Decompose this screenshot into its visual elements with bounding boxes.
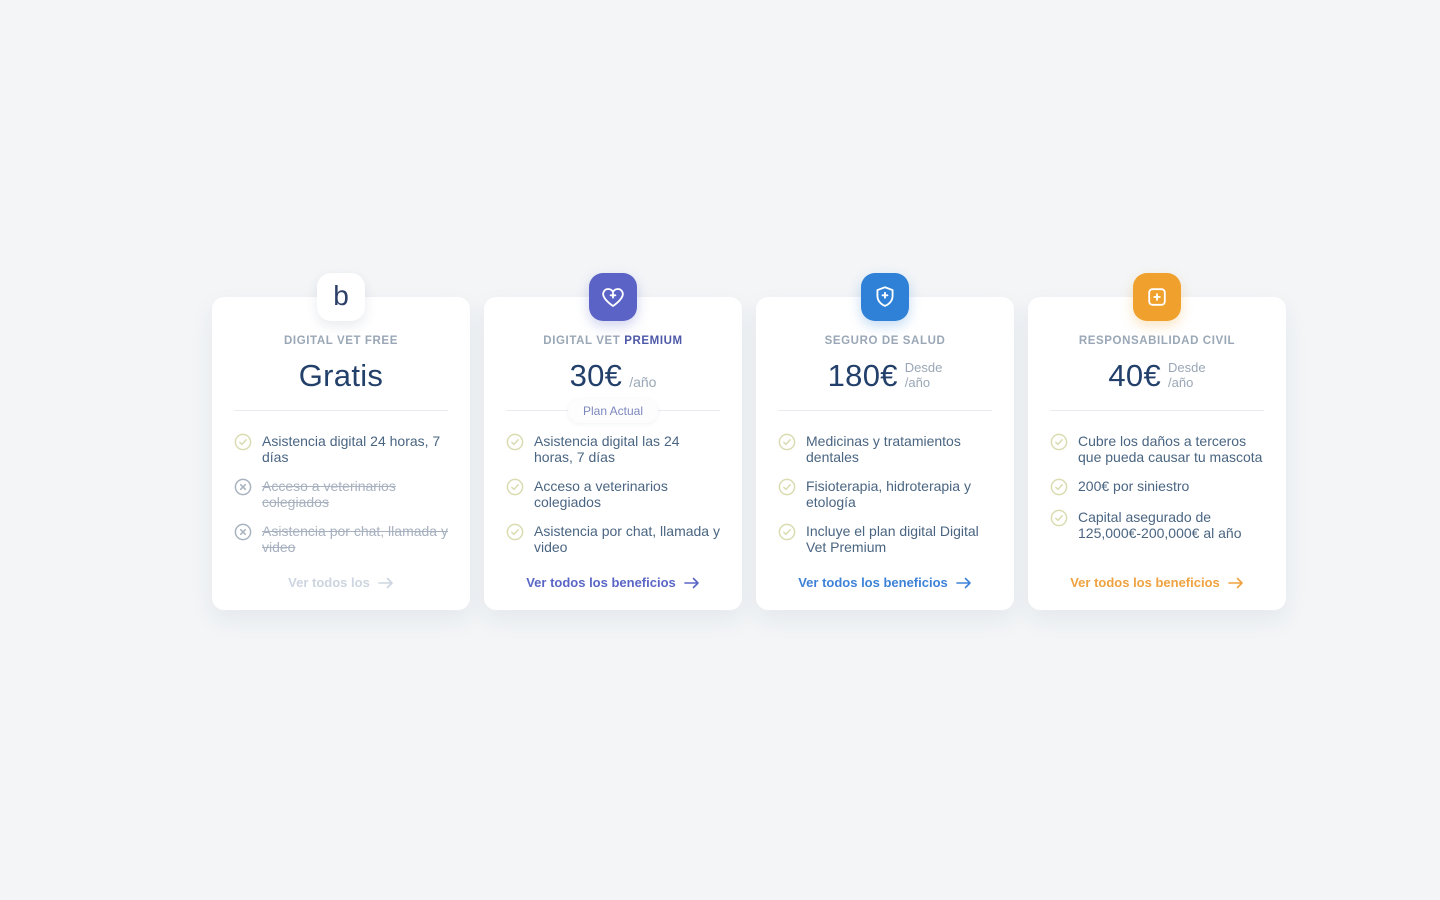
feature-item: Asistencia digital 24 horas, 7 días (234, 433, 448, 465)
check-circle-icon (778, 478, 796, 496)
divider (1050, 410, 1264, 411)
feature-list: Cubre los daños a terceros que pueda cau… (1050, 433, 1264, 554)
feature-item: Acceso a veterinarios colegiados (506, 478, 720, 510)
check-circle-icon (506, 524, 524, 541)
feature-text: Capital asegurado de 125,000€-200,000€ a… (1078, 509, 1242, 542)
feature-text: Acceso a veterinarios colegiados (262, 478, 396, 511)
feature-text: Asistencia digital las 24 horas, 7 días (534, 433, 680, 466)
divider (234, 410, 448, 411)
feature-text: Asistencia digital 24 horas, 7 días (262, 433, 441, 466)
plan-card-seguro-de-salud: SEGURO DE SALUD 180€ Desde /año Medicina… (756, 273, 1014, 610)
arrow-right-icon (955, 577, 972, 589)
arrow-right-icon (683, 577, 700, 589)
see-all-benefits-link[interactable]: Ver todos los beneficios (778, 575, 992, 590)
plan-price: 30€ /año (506, 357, 720, 395)
price-value: 30€ (569, 358, 623, 393)
feature-item: Asistencia por chat, llamada y video (506, 523, 720, 555)
plan-card-digital-vet-free: b DIGITAL VET FREE Gratis Asistencia dig… (212, 273, 470, 610)
barkibu-logo: b (317, 273, 365, 321)
first-aid-plus-icon (1133, 273, 1181, 321)
check-circle-icon (1050, 509, 1068, 527)
check-circle-icon (1050, 433, 1068, 451)
price-period: /año (904, 375, 931, 390)
arrow-right-icon (1227, 577, 1244, 589)
pricing-cards-row: b DIGITAL VET FREE Gratis Asistencia dig… (212, 273, 1286, 610)
plan-card-responsabilidad-civil: RESPONSABILIDAD CIVIL 40€ Desde /año Cub… (1028, 273, 1286, 610)
check-circle-icon (506, 478, 524, 496)
x-circle-icon (234, 524, 252, 541)
feature-text: Asistencia por chat, llamada y video (534, 523, 720, 556)
feature-text: Medicinas y tratamientos dentales (806, 433, 961, 466)
price-value: Gratis (298, 358, 384, 393)
shield-plus-icon (861, 273, 909, 321)
see-all-benefits-link[interactable]: Ver todos los beneficios (506, 575, 720, 590)
current-plan-badge: Plan Actual (567, 398, 659, 423)
divider (778, 410, 992, 411)
plan-name: DIGITAL VET FREE (284, 335, 398, 347)
feature-item: Capital asegurado de 125,000€-200,000€ a… (1050, 509, 1264, 541)
feature-text: Fisioterapia, hidroterapia y etología (806, 478, 971, 511)
feature-item: Cubre los daños a terceros que pueda cau… (1050, 433, 1264, 465)
feature-text: Cubre los daños a terceros que pueda cau… (1078, 433, 1263, 466)
price-meta: Desde /año (904, 360, 943, 391)
feature-text: Acceso a veterinarios colegiados (534, 478, 668, 511)
feature-list: Medicinas y tratamientos dentales Fisiot… (778, 433, 992, 569)
plan-card-digital-vet-premium: DIGITAL VET PREMIUM 30€ /año Plan Actual… (484, 273, 742, 610)
plan-price: 180€ Desde /año (778, 357, 992, 395)
price-period: /año (1168, 375, 1194, 390)
feature-text: Incluye el plan digital Digital Vet Prem… (806, 523, 979, 556)
feature-text: 200€ por siniestro (1078, 478, 1190, 495)
price-value: 40€ (1108, 358, 1162, 393)
x-circle-icon (234, 478, 252, 496)
check-circle-icon (1050, 478, 1068, 496)
check-circle-icon (506, 433, 524, 451)
feature-item: 200€ por siniestro (1050, 478, 1264, 496)
feature-item: Fisioterapia, hidroterapia y etología (778, 478, 992, 510)
price-from: Desde (904, 360, 943, 376)
plan-name: DIGITAL VET PREMIUM (543, 335, 683, 347)
check-circle-icon (234, 433, 252, 451)
feature-item: Medicinas y tratamientos dentales (778, 433, 992, 465)
feature-list: Asistencia digital las 24 horas, 7 días … (506, 433, 720, 569)
price-from: Desde (1168, 360, 1206, 376)
price-value: 180€ (827, 358, 898, 393)
feature-text: Asistencia por chat, llamada y video (262, 523, 448, 556)
plan-name: SEGURO DE SALUD (824, 335, 946, 347)
logo-letter: b (333, 279, 349, 311)
price-period: /año (629, 374, 657, 390)
arrow-right-icon (378, 577, 394, 589)
check-circle-icon (778, 433, 796, 451)
plan-name: RESPONSABILIDAD CIVIL (1078, 335, 1236, 347)
feature-item: Incluye el plan digital Digital Vet Prem… (778, 523, 992, 555)
feature-item: Asistencia por chat, llamada y video (234, 523, 448, 555)
plan-name-highlight: PREMIUM (624, 335, 683, 347)
see-all-benefits-link[interactable]: Ver todos los beneficios (1050, 575, 1264, 590)
plan-price: Gratis (234, 357, 448, 395)
feature-list: Asistencia digital 24 horas, 7 días Acce… (234, 433, 448, 569)
check-circle-icon (778, 524, 796, 541)
plan-price: 40€ Desde /año (1050, 357, 1264, 395)
price-meta: Desde /año (1168, 360, 1206, 391)
feature-item: Acceso a veterinarios colegiados (234, 478, 448, 510)
feature-item: Asistencia digital las 24 horas, 7 días (506, 433, 720, 465)
divider: Plan Actual (506, 398, 720, 423)
heart-plus-icon (589, 273, 637, 321)
see-all-benefits-link[interactable]: Ver todos los (234, 575, 448, 590)
